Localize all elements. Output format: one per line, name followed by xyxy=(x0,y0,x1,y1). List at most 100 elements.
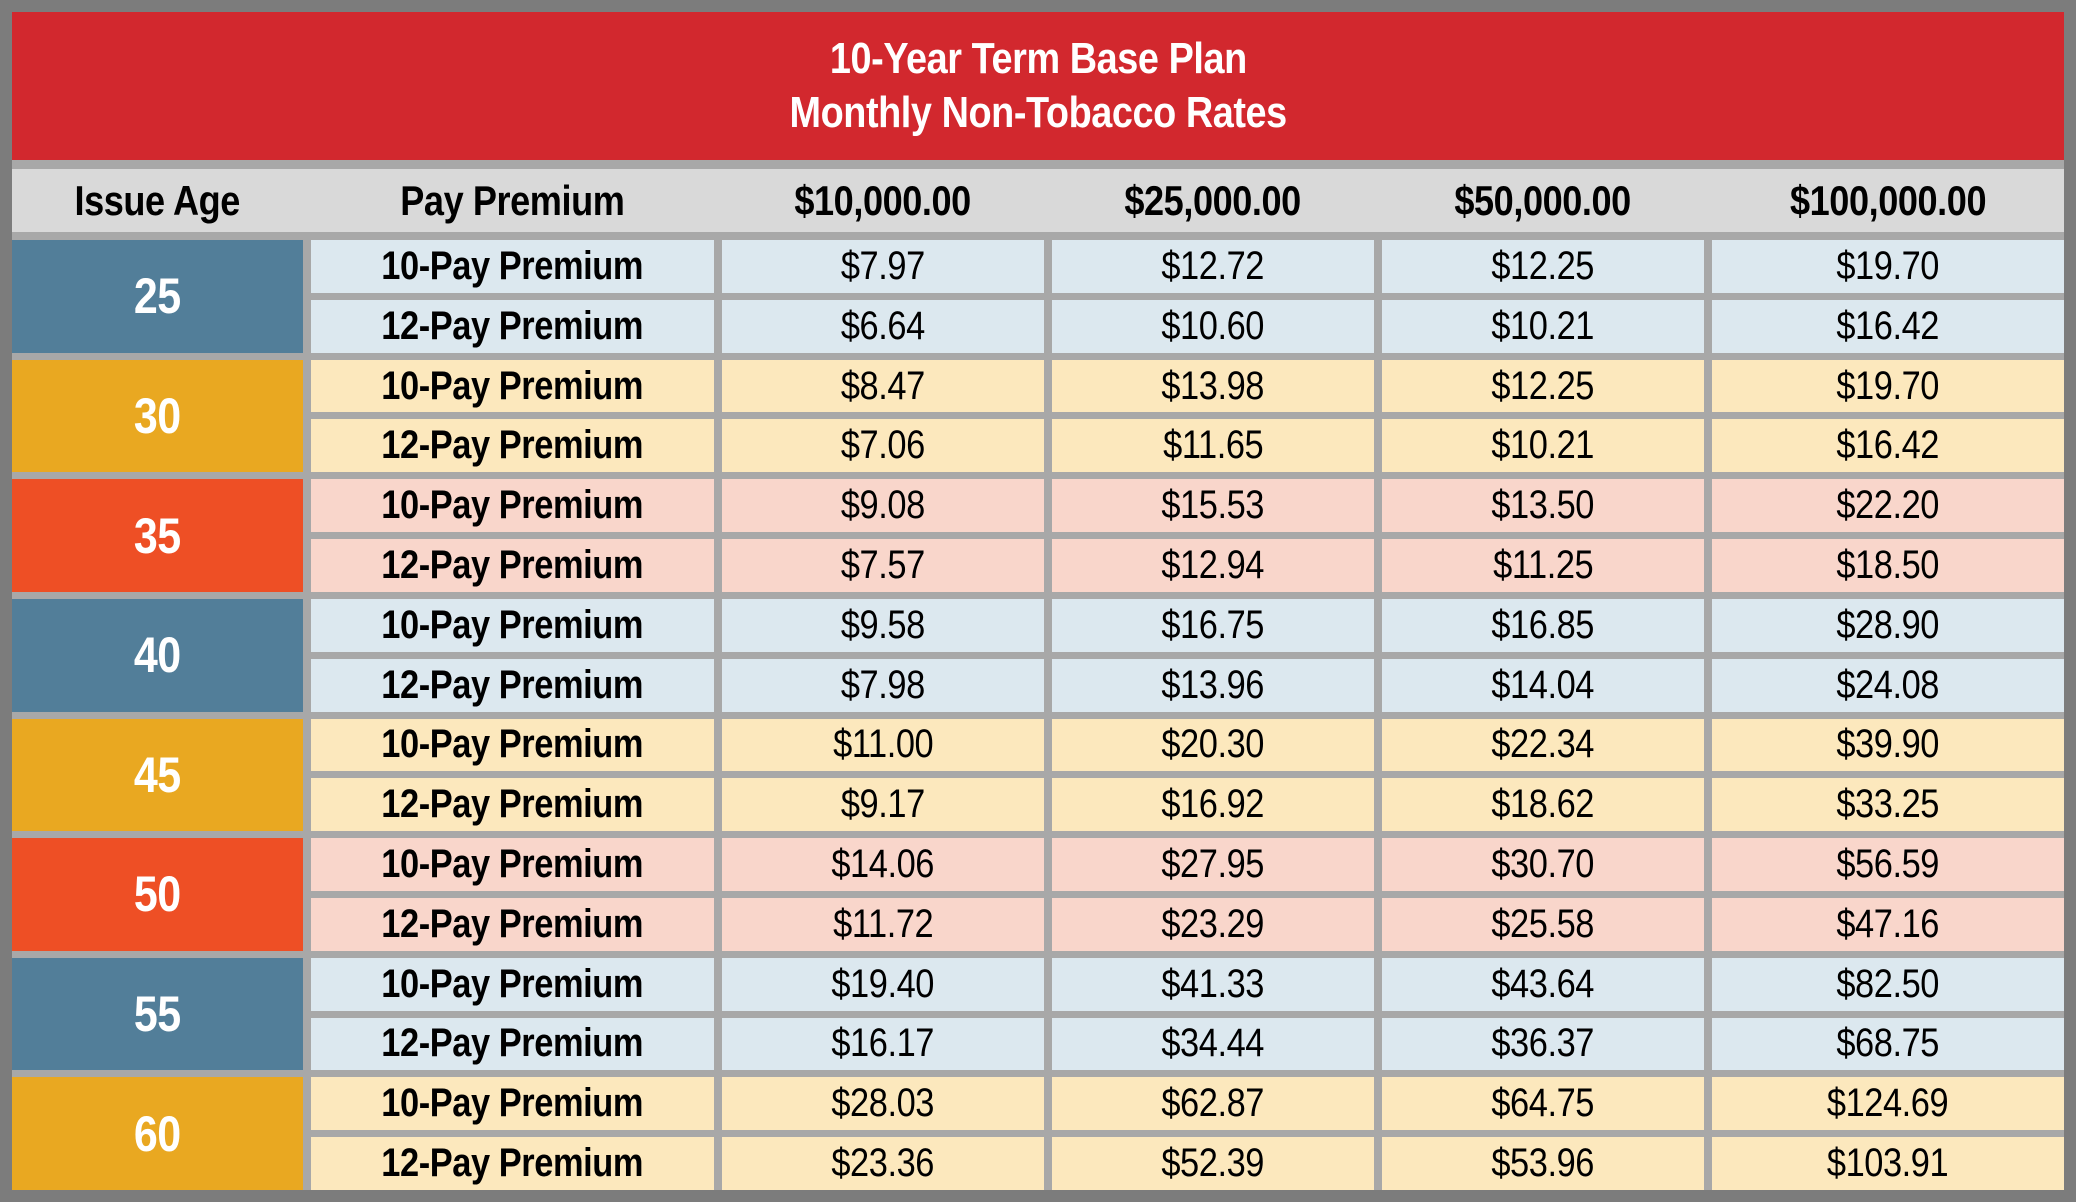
rate-value-age-25-12-pay-col-2: $10.21 xyxy=(1382,299,1704,353)
rate-value-age-50-10-pay-col-3-text: $56.59 xyxy=(1836,842,1940,887)
rate-value-age-35-10-pay-col-3: $22.20 xyxy=(1712,479,2064,533)
rate-value-age-60-10-pay-col-1: $62.87 xyxy=(1052,1077,1374,1131)
rate-value-age-35-10-pay-col-2-text: $13.50 xyxy=(1491,483,1595,528)
issue-age-cell-25-text: 25 xyxy=(134,268,181,325)
rate-table-frame: 10-Year Term Base Plan Monthly Non-Tobac… xyxy=(12,12,2064,1190)
issue-age-cell-30-text: 30 xyxy=(134,387,181,444)
issue-age-cell-45: 45 xyxy=(12,718,303,832)
rate-value-age-25-10-pay-col-2-text: $12.25 xyxy=(1491,243,1595,288)
rate-value-age-40-10-pay-col-3: $28.90 xyxy=(1712,598,2064,652)
rate-value-age-55-10-pay-col-1: $41.33 xyxy=(1052,957,1374,1011)
rate-value-age-60-10-pay-col-2: $64.75 xyxy=(1382,1077,1704,1131)
rate-value-age-25-10-pay-col-1: $12.72 xyxy=(1052,240,1374,293)
rate-value-age-50-12-pay-col-1-text: $23.29 xyxy=(1161,901,1265,946)
issue-age-cell-45-text: 45 xyxy=(134,746,181,803)
premium-label-12-pay-age-45: 12-Pay Premium xyxy=(311,778,714,832)
column-header-50000: $50,000.00 xyxy=(1382,169,1704,232)
premium-label-10-pay-age-40: 10-Pay Premium xyxy=(311,598,714,652)
rate-value-age-25-12-pay-col-3: $16.42 xyxy=(1712,299,2064,353)
rate-value-age-35-12-pay-col-3: $18.50 xyxy=(1712,539,2064,592)
rate-value-age-60-12-pay-col-3-text: $103.91 xyxy=(1827,1141,1949,1186)
rate-value-age-40-12-pay-col-0: $7.98 xyxy=(722,658,1044,712)
rate-value-age-55-12-pay-col-3-text: $68.75 xyxy=(1836,1021,1940,1066)
rate-value-age-60-12-pay-col-2: $53.96 xyxy=(1382,1137,1704,1190)
rate-value-age-45-12-pay-col-1-text: $16.92 xyxy=(1161,782,1265,827)
rate-value-age-50-10-pay-col-1-text: $27.95 xyxy=(1161,842,1265,887)
rate-value-age-55-12-pay-col-1: $34.44 xyxy=(1052,1017,1374,1071)
rate-value-age-35-12-pay-col-1-text: $12.94 xyxy=(1161,542,1265,587)
column-header-100000-text: $100,000.00 xyxy=(1789,176,1987,224)
column-header-50000-text: $50,000.00 xyxy=(1454,176,1632,224)
rate-value-age-40-12-pay-col-2-text: $14.04 xyxy=(1491,662,1595,707)
premium-label-10-pay-age-35: 10-Pay Premium xyxy=(311,479,714,533)
premium-label-10-pay-age-55-text: 10-Pay Premium xyxy=(381,961,644,1006)
rate-value-age-50-10-pay-col-0-text: $14.06 xyxy=(831,842,935,887)
rate-value-age-50-12-pay-col-0: $11.72 xyxy=(722,897,1044,951)
column-header-issue-age-text: Issue Age xyxy=(74,176,241,224)
rate-value-age-50-12-pay-col-1: $23.29 xyxy=(1052,897,1374,951)
premium-label-12-pay-age-40-text: 12-Pay Premium xyxy=(381,662,644,707)
rate-value-age-40-10-pay-col-2: $16.85 xyxy=(1382,598,1704,652)
rate-value-age-30-12-pay-col-1-text: $11.65 xyxy=(1162,423,1264,468)
rate-value-age-55-10-pay-col-0-text: $19.40 xyxy=(831,961,935,1006)
rate-value-age-25-10-pay-col-0: $7.97 xyxy=(722,240,1044,293)
rate-value-age-50-10-pay-col-3: $56.59 xyxy=(1712,838,2064,891)
rate-value-age-25-12-pay-col-1-text: $10.60 xyxy=(1161,303,1265,348)
premium-label-10-pay-age-60-text: 10-Pay Premium xyxy=(381,1081,644,1126)
rate-value-age-30-10-pay-col-2: $12.25 xyxy=(1382,359,1704,413)
rate-value-age-40-12-pay-col-3: $24.08 xyxy=(1712,658,2064,712)
issue-age-cell-55: 55 xyxy=(12,957,303,1071)
premium-label-12-pay-age-40: 12-Pay Premium xyxy=(311,658,714,712)
title-line-1: 10-Year Term Base Plan xyxy=(796,37,1281,81)
rate-value-age-40-10-pay-col-3-text: $28.90 xyxy=(1836,602,1940,647)
rate-value-age-35-12-pay-col-2: $11.25 xyxy=(1382,539,1704,592)
issue-age-cell-25: 25 xyxy=(12,240,303,353)
rate-value-age-30-12-pay-col-1: $11.65 xyxy=(1052,419,1374,473)
table-title-band: 10-Year Term Base Plan Monthly Non-Tobac… xyxy=(12,12,2064,160)
issue-age-cell-55-text: 55 xyxy=(134,986,181,1043)
premium-label-12-pay-age-30: 12-Pay Premium xyxy=(311,419,714,473)
premium-label-12-pay-age-60-text: 12-Pay Premium xyxy=(381,1141,644,1186)
rate-value-age-60-10-pay-col-3-text: $124.69 xyxy=(1827,1081,1949,1126)
issue-age-cell-40-text: 40 xyxy=(134,627,181,684)
premium-label-12-pay-age-25-text: 12-Pay Premium xyxy=(381,303,644,348)
rate-value-age-60-10-pay-col-0-text: $28.03 xyxy=(831,1081,935,1126)
rate-value-age-40-10-pay-col-0-text: $9.58 xyxy=(841,602,925,647)
rate-value-age-35-10-pay-col-0: $9.08 xyxy=(722,479,1044,533)
rates-grid: 25 10-Pay Premium $7.97 $12.72 $12.25 $19.70 1… xyxy=(12,240,2064,1190)
title-line-1-text: 10-Year Term Base Plan xyxy=(829,34,1247,83)
rate-value-age-35-10-pay-col-3-text: $22.20 xyxy=(1836,483,1940,528)
rate-value-age-50-12-pay-col-3-text: $47.16 xyxy=(1836,901,1940,946)
premium-label-12-pay-age-45-text: 12-Pay Premium xyxy=(381,782,644,827)
rate-value-age-45-10-pay-col-3-text: $39.90 xyxy=(1836,722,1940,767)
rate-value-age-35-10-pay-col-1-text: $15.53 xyxy=(1161,483,1265,528)
rate-value-age-45-10-pay-col-2-text: $22.34 xyxy=(1491,722,1595,767)
rate-value-age-25-12-pay-col-1: $10.60 xyxy=(1052,299,1374,353)
title-line-2-text: Monthly Non-Tobacco Rates xyxy=(789,88,1287,137)
rate-value-age-55-12-pay-col-3: $68.75 xyxy=(1712,1017,2064,1071)
rate-value-age-30-12-pay-col-3-text: $16.42 xyxy=(1836,423,1940,468)
rate-value-age-55-12-pay-col-1-text: $34.44 xyxy=(1161,1021,1265,1066)
rate-value-age-60-12-pay-col-2-text: $53.96 xyxy=(1491,1141,1595,1186)
premium-label-12-pay-age-35: 12-Pay Premium xyxy=(311,539,714,592)
rate-value-age-55-10-pay-col-0: $19.40 xyxy=(722,957,1044,1011)
rate-value-age-50-10-pay-col-2: $30.70 xyxy=(1382,838,1704,891)
rate-value-age-45-12-pay-col-3: $33.25 xyxy=(1712,778,2064,832)
premium-label-12-pay-age-50: 12-Pay Premium xyxy=(311,897,714,951)
premium-label-12-pay-age-50-text: 12-Pay Premium xyxy=(381,901,644,946)
premium-label-12-pay-age-35-text: 12-Pay Premium xyxy=(381,542,644,587)
rate-value-age-45-12-pay-col-2-text: $18.62 xyxy=(1491,782,1595,827)
rate-value-age-45-10-pay-col-3: $39.90 xyxy=(1712,718,2064,772)
rate-value-age-30-10-pay-col-2-text: $12.25 xyxy=(1491,363,1595,408)
rate-value-age-60-10-pay-col-3: $124.69 xyxy=(1712,1077,2064,1131)
issue-age-cell-35-text: 35 xyxy=(134,507,181,564)
rate-value-age-30-10-pay-col-0-text: $8.47 xyxy=(841,363,925,408)
rate-value-age-55-12-pay-col-2-text: $36.37 xyxy=(1491,1021,1595,1066)
column-header-25000: $25,000.00 xyxy=(1052,169,1374,232)
rate-value-age-50-10-pay-col-1: $27.95 xyxy=(1052,838,1374,891)
rate-value-age-60-10-pay-col-1-text: $62.87 xyxy=(1161,1081,1265,1126)
premium-label-10-pay-age-30-text: 10-Pay Premium xyxy=(381,363,644,408)
rate-value-age-55-12-pay-col-2: $36.37 xyxy=(1382,1017,1704,1071)
rate-value-age-50-10-pay-col-2-text: $30.70 xyxy=(1491,842,1595,887)
